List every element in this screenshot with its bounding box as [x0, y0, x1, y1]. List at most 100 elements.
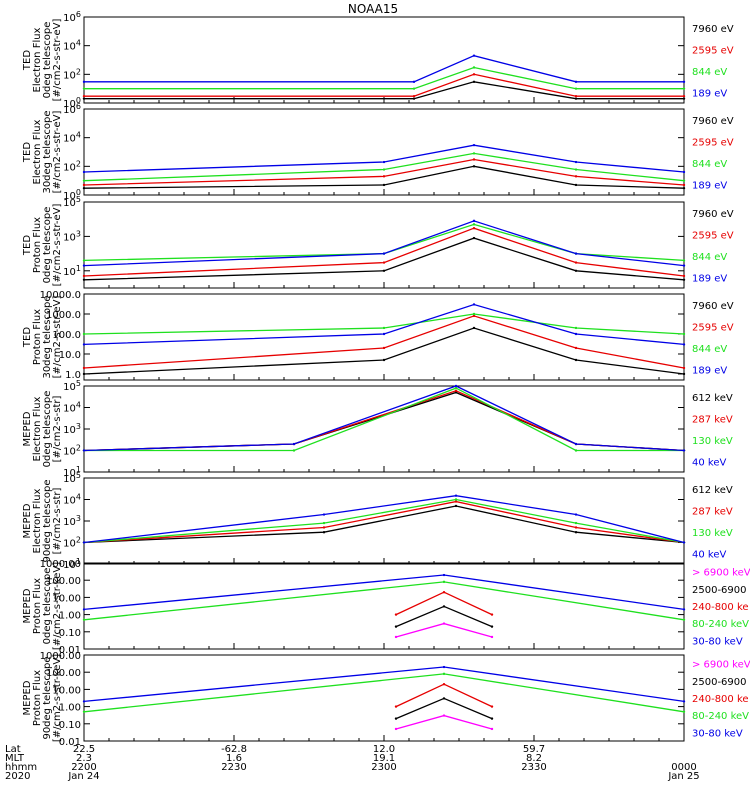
- data-point: [82, 700, 86, 703]
- legend-entry: 40 keV: [692, 457, 726, 468]
- y-tick-label: 1.00: [59, 611, 81, 622]
- x-tick-label: 19.1: [373, 753, 395, 764]
- legend-entry: 7960 eV: [692, 301, 734, 312]
- data-point: [682, 94, 686, 98]
- y-tick-label: 105: [63, 195, 81, 209]
- y-tick-label: 104: [63, 401, 81, 415]
- data-point: [82, 618, 86, 621]
- data-point: [454, 391, 458, 394]
- data-point: [82, 170, 86, 174]
- data-point: [574, 358, 578, 362]
- y-axis-label-line: Electron Flux: [32, 488, 43, 553]
- data-point: [82, 608, 86, 611]
- data-point: [574, 87, 578, 90]
- panel-4: 1.0 10.0 100.0 1000.0 10000.0 TED Proton Flux 3…: [22, 290, 734, 381]
- data-point: [490, 635, 494, 639]
- y-axis-label-line: [#/cm2-s-str-eV]: [52, 204, 63, 287]
- legend-entry: 30-80 keV: [692, 728, 743, 739]
- panel-7: 0.01 0.10 1.00 10.00 100.00 1000.00 MEPED Proto…: [22, 559, 750, 656]
- y-tick-label: 1000.00: [40, 651, 81, 662]
- data-point: [382, 252, 386, 255]
- data-point: [292, 449, 296, 452]
- data-point: [382, 269, 386, 272]
- data-point: [682, 183, 686, 187]
- data-point: [382, 326, 386, 330]
- y-axis-label-line: Proton Flux: [32, 309, 43, 365]
- legend-entry: 287 keV: [692, 506, 733, 517]
- data-point: [682, 608, 686, 611]
- y-tick-label: 100.00: [46, 576, 81, 587]
- y-axis-label-line: Proton Flux: [32, 578, 43, 634]
- legend-entry: 7960 eV: [692, 24, 734, 35]
- y-axis-label-line: TED: [22, 142, 33, 163]
- y-axis-label-line: MEPED: [22, 588, 33, 623]
- data-point: [82, 259, 86, 262]
- x-tick-label: Jan 24: [67, 771, 99, 782]
- y-axis-label-line: 30deg telescope: [42, 295, 53, 378]
- legend-entry: 80-240 keV: [692, 619, 749, 630]
- y-axis-label-line: 0deg telescope: [42, 391, 53, 468]
- y-tick-label: 102: [63, 67, 81, 81]
- legend-entry: 189 eV: [692, 273, 727, 284]
- y-tick-label: 100.0: [52, 330, 81, 341]
- data-point: [82, 186, 86, 190]
- y-tick-label: 1.0: [65, 370, 81, 381]
- x-row-label: hhmm: [5, 762, 37, 773]
- panel-3: 101 103 105 TED Proton Flux 0deg telescope [#/…: [22, 195, 734, 289]
- y-tick-label: 105: [63, 379, 81, 393]
- data-point: [574, 252, 578, 255]
- y-tick-label: 104: [63, 493, 81, 507]
- data-point: [454, 494, 458, 497]
- legend-entry: 40 keV: [692, 549, 726, 560]
- x-row-label: 2020: [5, 771, 30, 782]
- data-point: [682, 710, 686, 713]
- data-point: [490, 727, 494, 731]
- legend-entry: 80-240 keV: [692, 711, 749, 722]
- data-point: [682, 80, 686, 84]
- data-point: [682, 372, 686, 376]
- series-line-blue: [83, 574, 685, 611]
- data-point: [574, 269, 578, 272]
- data-point: [490, 625, 494, 628]
- y-axis-label-line: 30deg telescope: [42, 110, 53, 193]
- y-tick-label: 105: [63, 471, 81, 485]
- data-point: [682, 264, 686, 267]
- series-line-magenta: [395, 622, 493, 638]
- panel-frame: [83, 293, 685, 381]
- data-point: [322, 526, 326, 529]
- data-point: [574, 449, 578, 452]
- legend-entry: 612 keV: [692, 393, 733, 404]
- y-axis-label-line: [#/cm2-s-str-eV]: [52, 111, 63, 194]
- data-point: [472, 226, 476, 230]
- legend-entry: 844 eV: [692, 67, 727, 78]
- legend-entry: 2595 eV: [692, 45, 734, 56]
- x-tick-label: 8.2: [526, 753, 542, 764]
- data-point: [394, 727, 398, 731]
- data-point: [574, 526, 578, 529]
- y-axis-label-line: 0deg telescope: [42, 22, 53, 99]
- x-tick-label: 2230: [221, 762, 246, 773]
- y-tick-label: 10.0: [59, 350, 81, 361]
- data-point: [322, 513, 326, 516]
- x-row-label: Lat: [5, 744, 21, 755]
- y-axis-label-line: 0deg telescope: [42, 207, 53, 284]
- data-point: [472, 326, 476, 330]
- legend-entry: 130 keV: [692, 528, 733, 539]
- y-tick-label: 103: [63, 514, 81, 528]
- y-axis-label-line: TED: [22, 327, 33, 348]
- series-line-blue: [83, 144, 685, 173]
- data-point: [82, 541, 86, 544]
- data-point: [394, 613, 398, 616]
- y-axis-label-line: 0deg telescope: [42, 568, 53, 645]
- y-axis-label-line: [#/cm2-s-str-eV]: [52, 19, 63, 102]
- x-tick-label: 2330: [521, 762, 546, 773]
- y-axis-label-line: Electron Flux: [32, 119, 43, 184]
- data-point: [442, 665, 446, 669]
- y-tick-label: 101: [63, 264, 81, 278]
- data-point: [82, 179, 86, 182]
- x-tick-label: 59.7: [523, 744, 545, 755]
- data-point: [442, 573, 446, 577]
- data-point: [412, 80, 416, 84]
- y-tick-label: 0.01: [59, 645, 81, 656]
